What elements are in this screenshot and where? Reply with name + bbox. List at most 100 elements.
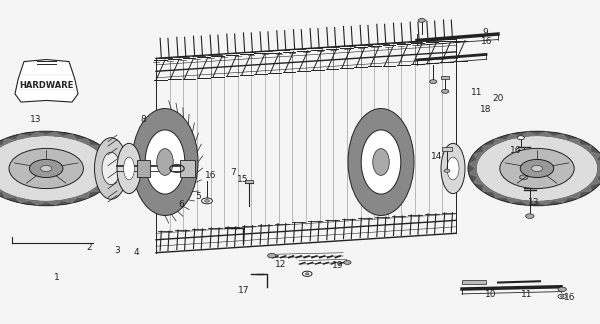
Polygon shape bbox=[469, 168, 478, 177]
Text: 5: 5 bbox=[195, 191, 201, 201]
Polygon shape bbox=[506, 134, 521, 140]
Polygon shape bbox=[537, 201, 553, 205]
Polygon shape bbox=[590, 152, 600, 160]
Polygon shape bbox=[580, 185, 591, 192]
Polygon shape bbox=[483, 145, 494, 152]
Text: 15: 15 bbox=[236, 175, 248, 184]
Polygon shape bbox=[77, 192, 89, 198]
Circle shape bbox=[532, 166, 542, 171]
Text: 16: 16 bbox=[481, 37, 493, 46]
Text: 4: 4 bbox=[134, 248, 140, 257]
Ellipse shape bbox=[373, 149, 389, 175]
Ellipse shape bbox=[348, 109, 414, 215]
Circle shape bbox=[430, 80, 437, 84]
Text: 8: 8 bbox=[140, 115, 146, 124]
Text: 2: 2 bbox=[86, 243, 92, 252]
Circle shape bbox=[202, 198, 212, 204]
Circle shape bbox=[0, 131, 115, 206]
Polygon shape bbox=[15, 60, 78, 102]
Ellipse shape bbox=[447, 157, 459, 180]
Polygon shape bbox=[106, 168, 114, 177]
Circle shape bbox=[0, 136, 107, 201]
Text: 19: 19 bbox=[332, 260, 344, 270]
Bar bbox=[462, 280, 486, 284]
Polygon shape bbox=[553, 197, 568, 202]
Circle shape bbox=[302, 271, 312, 276]
Text: 11: 11 bbox=[471, 88, 483, 97]
Circle shape bbox=[205, 200, 209, 202]
Circle shape bbox=[500, 148, 574, 189]
Circle shape bbox=[305, 273, 309, 275]
Circle shape bbox=[41, 166, 52, 171]
Polygon shape bbox=[16, 134, 31, 140]
Text: 13: 13 bbox=[528, 198, 540, 207]
Polygon shape bbox=[553, 134, 568, 140]
Polygon shape bbox=[494, 139, 506, 145]
Polygon shape bbox=[521, 132, 537, 136]
Ellipse shape bbox=[132, 109, 198, 215]
Polygon shape bbox=[100, 152, 109, 160]
Circle shape bbox=[558, 294, 566, 299]
Polygon shape bbox=[62, 134, 77, 140]
Circle shape bbox=[560, 295, 564, 297]
Text: 17: 17 bbox=[238, 286, 250, 295]
Ellipse shape bbox=[157, 149, 173, 175]
Polygon shape bbox=[590, 177, 600, 185]
Ellipse shape bbox=[102, 152, 120, 185]
Text: 20: 20 bbox=[493, 94, 503, 103]
Text: 12: 12 bbox=[275, 260, 286, 269]
Polygon shape bbox=[31, 132, 46, 136]
Polygon shape bbox=[580, 145, 591, 152]
Polygon shape bbox=[537, 132, 553, 136]
Bar bbox=[441, 76, 449, 79]
Bar bbox=[180, 160, 195, 177]
Polygon shape bbox=[483, 185, 494, 192]
Polygon shape bbox=[521, 201, 537, 205]
Text: 6: 6 bbox=[178, 200, 184, 209]
Circle shape bbox=[476, 136, 598, 201]
Bar bbox=[137, 160, 150, 177]
Circle shape bbox=[520, 175, 528, 179]
Polygon shape bbox=[89, 185, 100, 192]
Polygon shape bbox=[46, 132, 62, 136]
Polygon shape bbox=[474, 177, 484, 185]
Polygon shape bbox=[3, 192, 16, 198]
Text: 11: 11 bbox=[521, 290, 533, 299]
Polygon shape bbox=[568, 192, 580, 198]
Polygon shape bbox=[106, 160, 114, 168]
Polygon shape bbox=[506, 197, 521, 202]
Polygon shape bbox=[596, 160, 600, 168]
Ellipse shape bbox=[117, 143, 141, 194]
Text: 16: 16 bbox=[564, 293, 576, 302]
Polygon shape bbox=[568, 139, 580, 145]
Text: 16: 16 bbox=[205, 171, 217, 180]
Circle shape bbox=[418, 18, 425, 22]
Circle shape bbox=[520, 159, 554, 178]
Ellipse shape bbox=[124, 157, 134, 180]
Text: 7: 7 bbox=[230, 168, 236, 177]
Circle shape bbox=[517, 136, 524, 140]
Text: 18: 18 bbox=[480, 105, 492, 114]
Circle shape bbox=[468, 131, 600, 206]
Polygon shape bbox=[469, 160, 478, 168]
Polygon shape bbox=[62, 197, 77, 202]
Polygon shape bbox=[89, 145, 100, 152]
Polygon shape bbox=[3, 139, 16, 145]
Text: 3: 3 bbox=[114, 246, 120, 255]
Polygon shape bbox=[0, 185, 3, 192]
Circle shape bbox=[268, 253, 276, 258]
Polygon shape bbox=[0, 145, 3, 152]
Ellipse shape bbox=[441, 143, 465, 194]
Text: 16: 16 bbox=[510, 146, 522, 155]
Bar bbox=[245, 180, 253, 183]
Circle shape bbox=[29, 159, 63, 178]
Polygon shape bbox=[474, 152, 484, 160]
Text: 13: 13 bbox=[30, 115, 42, 124]
Polygon shape bbox=[77, 139, 89, 145]
Ellipse shape bbox=[145, 130, 185, 194]
Polygon shape bbox=[596, 168, 600, 177]
Circle shape bbox=[558, 287, 566, 292]
Polygon shape bbox=[46, 201, 62, 205]
Text: 14: 14 bbox=[431, 152, 442, 161]
Polygon shape bbox=[494, 192, 506, 198]
